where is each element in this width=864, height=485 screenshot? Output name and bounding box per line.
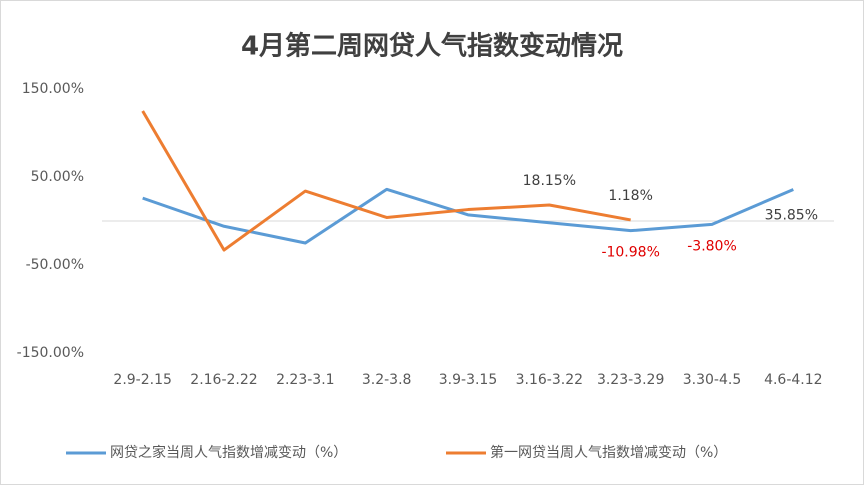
x-tick-label: 2.23-3.1: [276, 372, 335, 388]
y-tick-label: 50.00%: [31, 169, 84, 185]
x-tick-label: 3.16-3.22: [516, 372, 583, 388]
data-label: 35.85%: [765, 207, 818, 223]
legend-label: 第一网贷当周人气指数增减变动（%）: [490, 444, 727, 461]
data-label: 1.18%: [608, 188, 652, 204]
data-label: -3.80%: [687, 238, 737, 254]
y-tick-label: -50.00%: [26, 257, 84, 273]
x-tick-label: 3.23-3.29: [597, 372, 664, 388]
x-tick-label: 4.6-4.12: [764, 372, 823, 388]
x-tick-label: 3.9-3.15: [439, 372, 498, 388]
data-label: -10.98%: [601, 245, 659, 261]
y-tick-label: -150.00%: [17, 345, 84, 361]
x-tick-label: 3.2-3.8: [362, 372, 412, 388]
x-tick-label: 3.30-4.5: [683, 372, 742, 388]
data-label: 18.15%: [523, 173, 576, 189]
y-tick-label: 150.00%: [22, 81, 84, 97]
chart-title: 4月第二周网贷人气指数变动情况: [241, 31, 623, 62]
series-line: [141, 110, 631, 252]
x-tick-label: 2.16-2.22: [190, 372, 257, 388]
legend-label: 网贷之家当周人气指数增减变动（%）: [110, 444, 347, 461]
x-tick-label: 2.9-2.15: [113, 372, 172, 388]
